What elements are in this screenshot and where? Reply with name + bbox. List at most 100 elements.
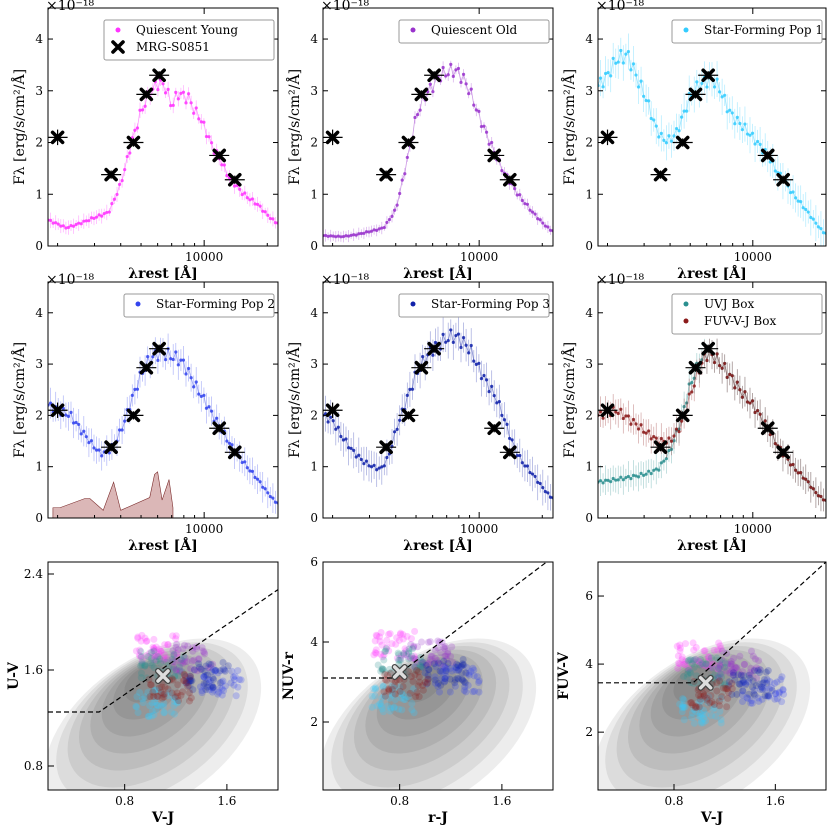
population-point: [747, 699, 755, 707]
population-point: [447, 652, 455, 660]
population-point: [441, 677, 449, 685]
population-point: [451, 682, 459, 690]
population-point: [173, 689, 181, 697]
population-point: [179, 677, 187, 685]
population-point: [156, 655, 164, 663]
population-point: [680, 696, 688, 704]
population-point: [209, 683, 217, 691]
density-contour: [662, 660, 731, 720]
y-tick-label: 2: [585, 725, 593, 739]
population-point: [156, 659, 164, 667]
population-point: [407, 635, 415, 643]
population-point: [750, 667, 758, 675]
population-point: [157, 702, 165, 710]
population-point: [775, 689, 783, 697]
population-point: [186, 697, 194, 705]
population-point: [396, 683, 404, 691]
x-tick-label: 0.8: [664, 794, 683, 808]
population-point: [408, 699, 416, 707]
population-point: [460, 678, 468, 686]
population-point: [190, 656, 198, 664]
population-point: [725, 678, 733, 686]
population-point: [688, 699, 696, 707]
population-point: [151, 686, 159, 694]
population-point: [397, 656, 405, 664]
population-point: [186, 672, 194, 680]
population-point: [721, 663, 729, 671]
population-point: [676, 660, 684, 668]
population-point: [722, 684, 730, 692]
population-point: [778, 673, 786, 681]
population-point: [185, 677, 193, 685]
population-point: [717, 645, 725, 653]
y-tick-label: 0: [310, 511, 318, 525]
y-tick-label: 0: [585, 511, 593, 525]
population-point: [399, 630, 407, 638]
population-point: [400, 651, 408, 659]
y-tick-label: 2.4: [24, 567, 43, 581]
population-point: [371, 684, 379, 692]
photometry-marker: [379, 440, 393, 454]
population-point: [379, 665, 387, 673]
x-axis-label: λrest [Å]: [677, 536, 746, 554]
population-point: [418, 659, 426, 667]
population-point: [237, 676, 245, 684]
population-point: [414, 682, 422, 690]
population-point: [134, 633, 142, 641]
population-point: [136, 646, 144, 654]
population-point: [390, 684, 398, 692]
population-point: [185, 676, 193, 684]
population-point: [147, 655, 155, 663]
population-point: [700, 695, 708, 703]
population-point: [431, 654, 439, 662]
population-point: [755, 657, 763, 665]
population-point: [391, 696, 399, 704]
population-point: [398, 706, 406, 714]
population-point: [710, 704, 718, 712]
y-tick-label: 2: [585, 136, 593, 150]
population-point: [708, 663, 716, 671]
population-point: [439, 662, 447, 670]
population-point: [411, 663, 419, 671]
population-point: [377, 699, 385, 707]
population-point: [393, 634, 401, 642]
population-point: [686, 669, 694, 677]
population-point: [738, 691, 746, 699]
population-point: [174, 692, 182, 700]
population-point: [379, 682, 387, 690]
photometry-marker: [152, 68, 166, 83]
population-point: [765, 693, 773, 701]
population-point: [740, 678, 748, 686]
population-point: [391, 682, 399, 690]
y-tick-label: 2: [310, 136, 318, 150]
y-tick-label: 4: [585, 32, 593, 46]
population-point: [141, 662, 149, 670]
population-point: [208, 682, 216, 690]
population-point: [715, 697, 723, 705]
photometry-marker: [760, 148, 775, 163]
photometry-marker: [600, 130, 615, 145]
object-marker: [392, 665, 407, 679]
population-point: [410, 643, 418, 651]
population-point: [741, 660, 749, 668]
population-point: [695, 703, 703, 711]
population-point: [206, 677, 214, 685]
population-point: [383, 671, 391, 679]
population-point: [169, 676, 177, 684]
population-point: [200, 680, 208, 688]
photometry-marker: [427, 68, 441, 83]
photometry-marker: [487, 148, 502, 163]
population-point: [675, 659, 683, 667]
population-point: [736, 652, 744, 660]
population-point: [205, 678, 213, 686]
population-point: [368, 692, 376, 700]
population-point: [381, 648, 389, 656]
population-point: [746, 669, 754, 677]
population-point: [157, 688, 165, 696]
population-point: [470, 687, 478, 695]
population-point: [725, 682, 733, 690]
population-point: [739, 676, 747, 684]
population-point: [395, 656, 403, 664]
population-point: [437, 681, 445, 689]
population-point: [426, 638, 434, 646]
